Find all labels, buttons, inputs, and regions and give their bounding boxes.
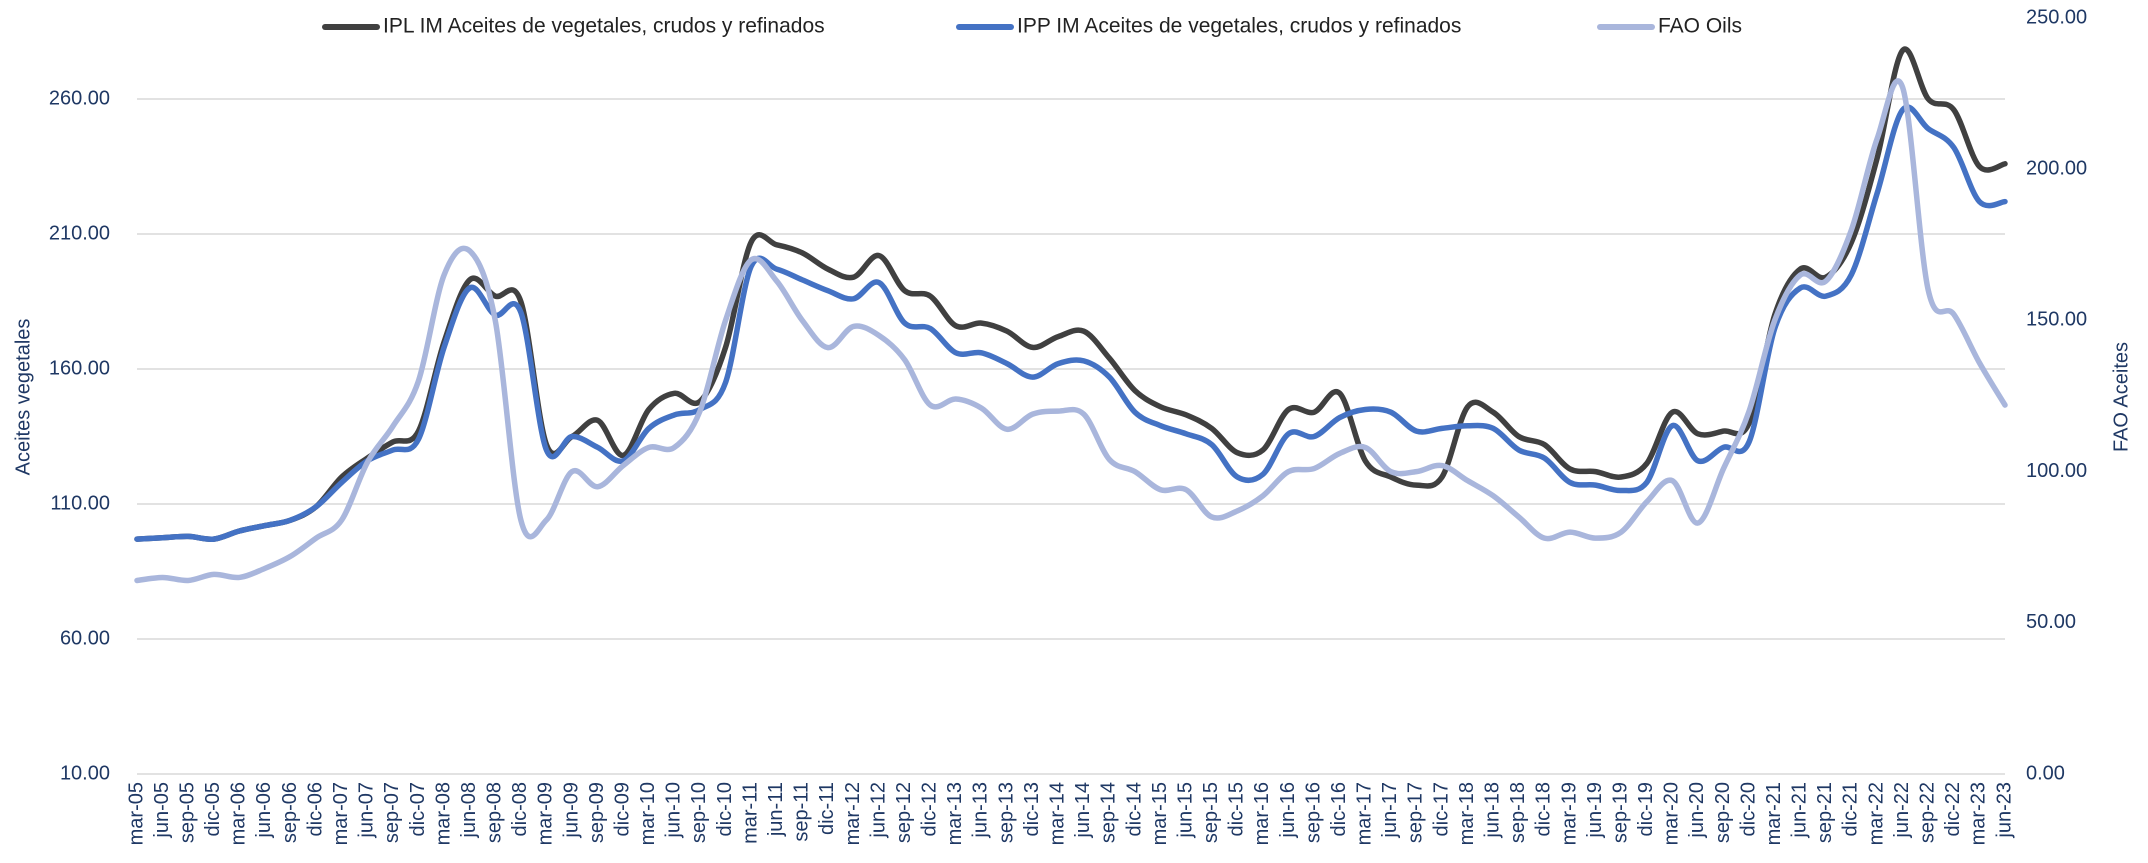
y2-tick-label: 200.00 <box>2026 157 2087 179</box>
x-tick-label: sep-10 <box>688 782 710 843</box>
y-tick-label: 10.00 <box>60 762 110 784</box>
x-tick-label: dic-12 <box>919 782 941 836</box>
x-tick-label: mar-21 <box>1763 782 1785 845</box>
page: Aceites vegetales FAO Aceites 10.00 60.00… <box>0 0 2148 863</box>
y-tick-label: 110.00 <box>50 492 110 514</box>
x-tick-label: dic-09 <box>611 782 633 836</box>
x-tick-label: jun-08 <box>458 782 480 839</box>
x-tick-label: mar-10 <box>637 782 659 845</box>
series-line <box>137 107 2005 539</box>
x-tick-label: mar-16 <box>1251 782 1273 845</box>
x-tick-label: mar-22 <box>1865 782 1887 845</box>
x-tick-label: jun-21 <box>1789 782 1811 839</box>
x-tick-label: sep-20 <box>1712 782 1734 843</box>
x-tick-label: mar-13 <box>944 782 966 845</box>
x-tick-label: mar-05 <box>125 782 147 845</box>
x-tick-label: dic-14 <box>1123 782 1145 836</box>
y2-tick-label: 100.00 <box>2026 460 2087 482</box>
x-tick-label: sep-07 <box>381 782 403 843</box>
x-tick-label: sep-15 <box>1200 782 1222 843</box>
x-tick-label: dic-19 <box>1635 782 1657 836</box>
x-tick-label: jun-06 <box>253 782 275 839</box>
x-tick-label: jun-16 <box>1277 782 1299 839</box>
x-tick-label: sep-14 <box>1098 782 1120 843</box>
x-tick-label: mar-07 <box>330 782 352 845</box>
x-tick-label: sep-18 <box>1507 782 1529 843</box>
x-tick-label: jun-19 <box>1584 782 1606 839</box>
x-tick-label: jun-18 <box>1482 782 1504 839</box>
y2-axis-title: FAO Aceites <box>2110 342 2132 452</box>
x-tick-label: mar-15 <box>1149 782 1171 845</box>
x-tick-label: jun-15 <box>1174 782 1196 839</box>
x-tick-label: jun-17 <box>1379 782 1401 839</box>
x-tick-label: dic-11 <box>816 782 838 835</box>
legend-label: FAO Oils <box>1658 15 1742 38</box>
x-tick-label: mar-08 <box>432 782 454 845</box>
chart: Aceites vegetales FAO Aceites 10.00 60.00… <box>0 0 2148 863</box>
x-tick-label: sep-22 <box>1917 782 1939 843</box>
x-tick-label: mar-18 <box>1456 782 1478 845</box>
x-tick-label: dic-06 <box>304 782 326 836</box>
x-tick-label: jun-14 <box>1072 782 1094 839</box>
x-tick-label: dic-18 <box>1533 782 1555 836</box>
x-tick-label: dic-13 <box>1021 782 1043 836</box>
y2-tick-label: 150.00 <box>2026 309 2087 331</box>
y-axis-title: Aceites vegetales <box>12 319 34 476</box>
x-tick-label: dic-22 <box>1942 782 1964 836</box>
x-tick-label: mar-19 <box>1558 782 1580 845</box>
x-tick-label: sep-09 <box>586 782 608 843</box>
x-tick-label: dic-21 <box>1840 782 1862 836</box>
x-tick-label: jun-09 <box>560 782 582 839</box>
y-tick-label: 160.00 <box>49 357 110 379</box>
y-tick-label: 60.00 <box>60 627 110 649</box>
x-tick-label: mar-09 <box>535 782 557 845</box>
x-tick-label: mar-17 <box>1354 782 1376 845</box>
x-tick-label: sep-16 <box>1302 782 1324 843</box>
x-tick-label: dic-10 <box>714 782 736 836</box>
x-tick-label: dic-07 <box>407 782 429 836</box>
x-tick-label: jun-13 <box>970 782 992 839</box>
x-tick-label: jun-11 <box>765 782 787 837</box>
x-tick-label: sep-11 <box>791 782 813 842</box>
x-tick-label: mar-20 <box>1661 782 1683 845</box>
x-tick-label: dic-15 <box>1226 782 1248 836</box>
y-tick-label: 210.00 <box>49 222 110 244</box>
x-tick-label: sep-17 <box>1405 782 1427 843</box>
x-tick-label: mar-14 <box>1046 782 1068 845</box>
x-tick-label: dic-05 <box>202 782 224 836</box>
y2-tick-label: 0.00 <box>2026 762 2065 784</box>
x-tick-label: sep-13 <box>995 782 1017 843</box>
x-tick-label: sep-19 <box>1609 782 1631 843</box>
x-tick-label: sep-08 <box>484 782 506 843</box>
x-tick-label: sep-05 <box>176 782 198 843</box>
y2-tick-label: 250.00 <box>2026 6 2087 28</box>
x-tick-label: dic-17 <box>1430 782 1452 836</box>
x-tick-label: jun-05 <box>151 782 173 839</box>
y-tick-label: 260.00 <box>49 87 110 109</box>
x-tick-label: dic-08 <box>509 782 531 836</box>
legend-label: IPP IM Aceites de vegetales, crudos y re… <box>1017 15 1461 38</box>
x-tick-label: jun-10 <box>663 782 685 839</box>
legend-label: IPL IM Aceites de vegetales, crudos y re… <box>383 15 825 38</box>
x-tick-label: mar-23 <box>1968 782 1990 845</box>
x-tick-label: mar-06 <box>228 782 250 845</box>
x-tick-label: jun-23 <box>1993 782 2015 839</box>
x-tick-label: jun-12 <box>867 782 889 839</box>
x-tick-label: sep-12 <box>893 782 915 843</box>
x-tick-label: dic-20 <box>1737 782 1759 836</box>
x-tick-label: mar-12 <box>842 782 864 845</box>
y2-tick-label: 50.00 <box>2026 611 2076 633</box>
x-tick-label: sep-06 <box>279 782 301 843</box>
x-tick-label: jun-07 <box>356 782 378 839</box>
x-tick-label: sep-21 <box>1814 782 1836 843</box>
x-tick-label: jun-22 <box>1891 782 1913 839</box>
x-tick-label: jun-20 <box>1686 782 1708 839</box>
x-tick-label: dic-16 <box>1328 782 1350 836</box>
x-tick-label: mar-11 <box>739 782 761 844</box>
